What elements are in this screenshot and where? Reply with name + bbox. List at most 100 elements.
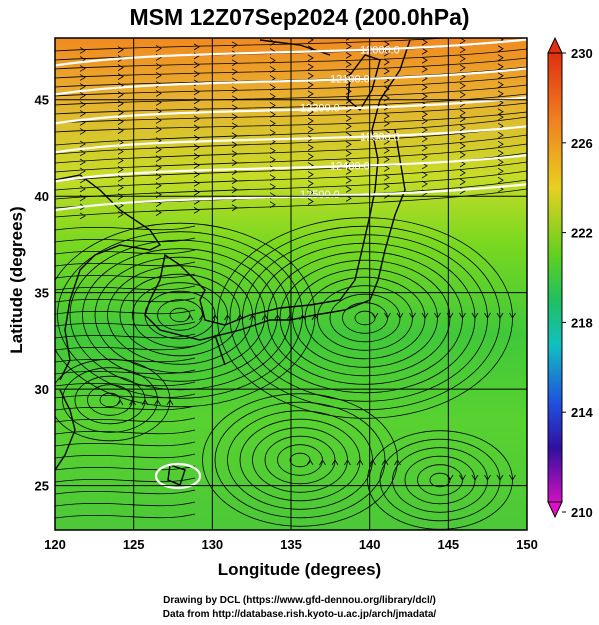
streamline	[55, 501, 196, 507]
colorbar-tick-label: 230	[571, 46, 593, 61]
y-axis: 25 30 35 40 45	[35, 93, 49, 494]
flow-arrow	[193, 180, 200, 187]
flow-arrow	[497, 63, 504, 71]
y-tick-label: 25	[35, 479, 49, 494]
flow-arrow	[117, 211, 124, 218]
flow-arrow	[193, 171, 200, 178]
flow-arrow	[155, 99, 162, 106]
contour-label: 12200.0	[300, 102, 340, 114]
streamline	[55, 134, 527, 164]
streamline	[55, 273, 196, 279]
flow-arrow	[269, 129, 276, 137]
flow-arrow	[421, 171, 428, 179]
flow-arrow	[193, 207, 200, 214]
flow-arrow	[261, 314, 269, 321]
flow-arrow	[345, 43, 352, 50]
flow-arrow	[231, 41, 238, 49]
flow-arrow	[459, 312, 466, 319]
flow-arrow	[421, 180, 428, 188]
flow-arrow	[155, 209, 162, 216]
credit-data: Data from http://database.rish.kyoto-u.a…	[162, 609, 437, 620]
contour-label: 12500.0	[300, 189, 340, 201]
flow-arrow	[231, 186, 238, 194]
flow-arrow	[307, 189, 314, 196]
flow-arrow	[79, 101, 86, 108]
x-tick-label: 145	[437, 537, 459, 552]
streamline	[55, 170, 527, 200]
flow-arrow	[459, 474, 466, 481]
credit-drawing: Drawing by DCL (https://www.gfd-dennou.o…	[163, 595, 436, 606]
flow-arrow	[307, 54, 314, 62]
colorbar-tick-label: 214	[571, 405, 593, 420]
flow-arrow	[497, 167, 504, 175]
flow-arrow	[421, 110, 428, 118]
flow-arrow	[497, 45, 504, 53]
flow-arrow	[459, 142, 466, 150]
streamline	[55, 453, 196, 459]
flow-arrow	[269, 174, 276, 182]
flow-arrow	[269, 93, 276, 100]
flow-arrow	[496, 474, 504, 481]
flow-arrow	[193, 97, 200, 105]
flow-arrow	[269, 183, 276, 191]
flow-arrow	[166, 399, 174, 406]
flow-arrow	[459, 38, 466, 45]
streamline	[55, 261, 196, 267]
chart-title: MSM 12Z07Sep2024 (200.0hPa)	[129, 4, 470, 30]
flow-arrow	[307, 153, 314, 160]
flow-arrow	[497, 72, 504, 80]
colorbar-tick-label: 210	[571, 505, 593, 520]
flow-arrow	[307, 90, 314, 98]
flow-arrow	[383, 49, 390, 57]
flow-arrow	[155, 45, 162, 52]
flow-arrow	[269, 57, 276, 64]
streamline	[55, 321, 196, 327]
flow-arrow	[496, 312, 504, 319]
streamline	[55, 513, 196, 519]
flow-arrow	[459, 109, 466, 117]
flow-arrow	[117, 148, 124, 155]
flow-arrow	[345, 61, 352, 68]
streamline	[55, 125, 527, 155]
flow-arrow	[345, 52, 352, 59]
flow-arrow	[79, 149, 86, 157]
contour-label: 12400.0	[330, 160, 370, 172]
flow-arrow	[231, 141, 238, 149]
flow-arrow	[79, 158, 86, 166]
flow-arrow	[383, 165, 390, 172]
flow-arrow	[497, 131, 504, 139]
flow-arrow	[459, 82, 466, 90]
flow-arrow	[117, 118, 124, 125]
flow-arrow	[231, 68, 238, 76]
flow-arrow	[269, 120, 276, 127]
flow-arrow	[269, 102, 276, 109]
colorbar-tick-label: 222	[571, 226, 593, 241]
flow-arrow	[497, 158, 504, 166]
flow-arrow	[117, 100, 124, 107]
flow-arrow	[383, 67, 390, 75]
flow-arrow	[421, 135, 428, 143]
flow-arrow	[79, 83, 86, 90]
flow-arrow	[497, 176, 504, 184]
flow-arrow	[484, 312, 491, 319]
flow-arrow	[79, 128, 86, 135]
streamline	[55, 417, 196, 423]
flow-arrow	[459, 46, 466, 54]
flow-arrow	[231, 177, 238, 185]
flow-arrow	[509, 474, 516, 481]
flow-arrow	[231, 113, 238, 121]
streamline	[55, 225, 196, 231]
streamline	[55, 116, 527, 146]
height-contour	[55, 38, 527, 67]
height-contour	[55, 67, 527, 96]
flow-arrow	[269, 156, 276, 164]
streamline	[55, 75, 527, 97]
streamline	[55, 297, 196, 303]
flow-arrow	[459, 91, 466, 99]
flow-arrow	[421, 47, 428, 55]
streamline	[55, 357, 196, 363]
height-contour	[55, 183, 527, 212]
flow-arrow	[155, 173, 162, 180]
flow-arrow	[286, 314, 294, 321]
